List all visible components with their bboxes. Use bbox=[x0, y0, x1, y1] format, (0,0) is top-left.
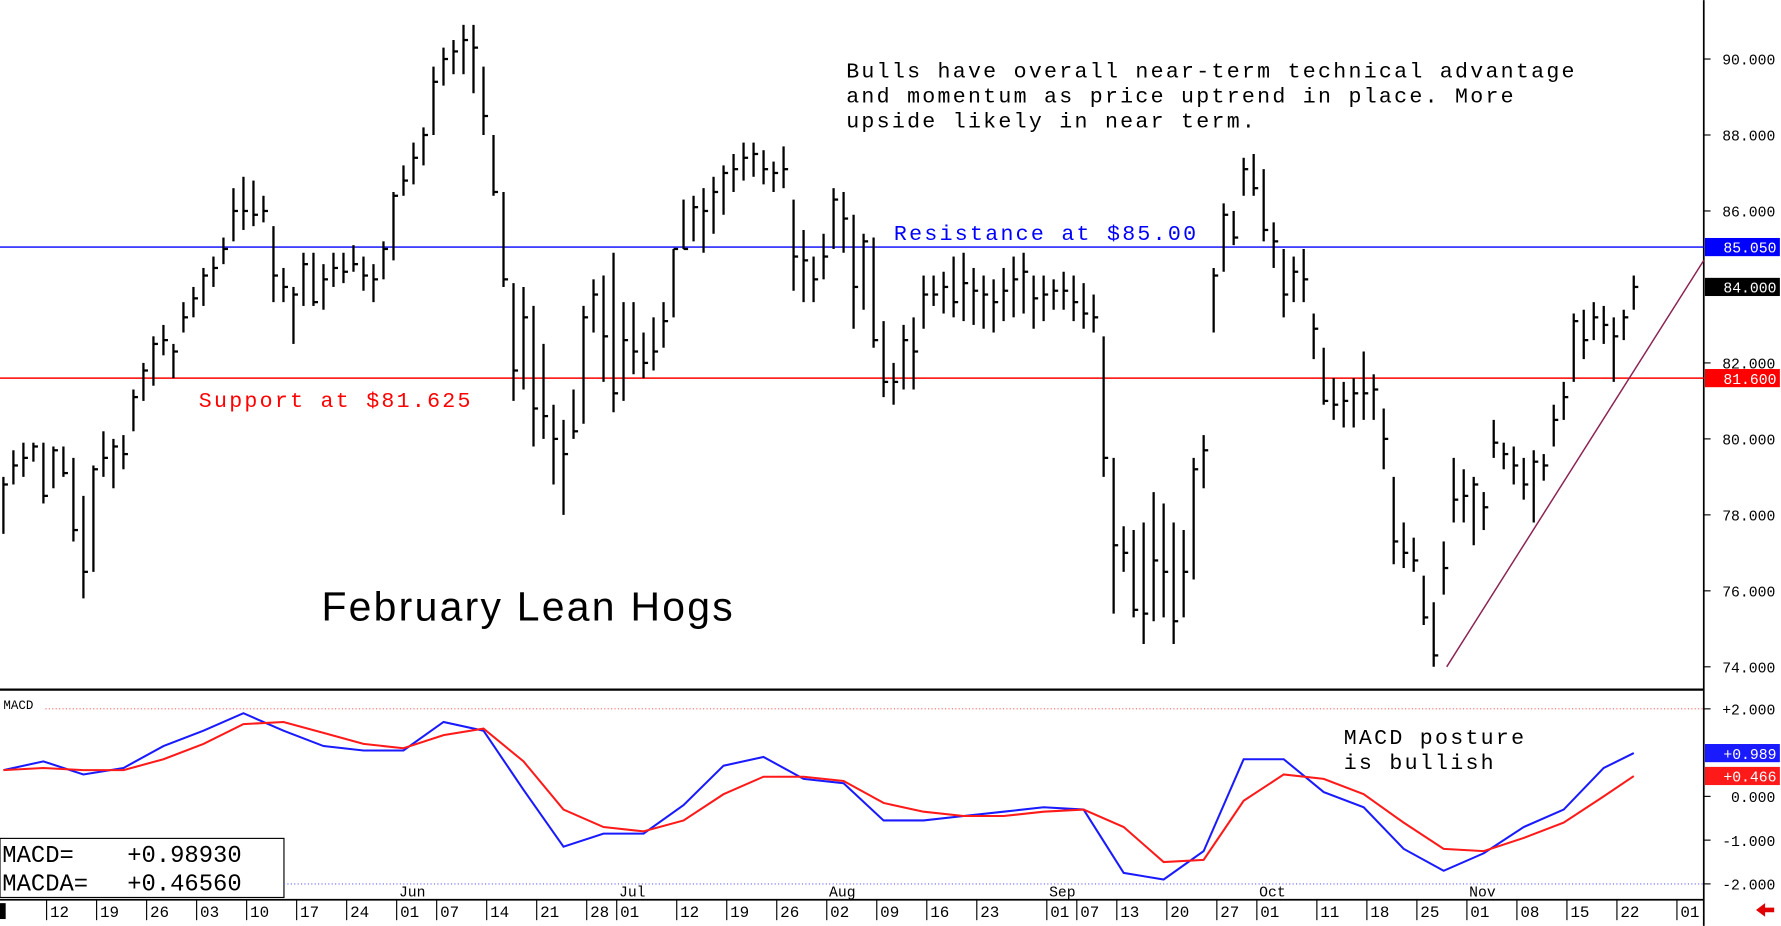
x-tick-label: 01 bbox=[620, 904, 639, 922]
annotation: Bulls have overall near-term technical a… bbox=[846, 60, 1577, 84]
month-label: Jun bbox=[399, 885, 426, 901]
macd-annotation: is bullish bbox=[1344, 752, 1496, 776]
x-tick-label: 25 bbox=[1420, 904, 1439, 922]
x-tick-label: 01 bbox=[400, 904, 419, 922]
x-tick-label: 12 bbox=[680, 904, 699, 922]
x-tick-label: 23 bbox=[980, 904, 999, 922]
chart-title: February Lean Hogs bbox=[321, 583, 735, 629]
x-tick-label: 20 bbox=[1170, 904, 1189, 922]
x-tick-label: 01 bbox=[1260, 904, 1279, 922]
y-tick-label: 78.000 bbox=[1722, 510, 1775, 526]
macd-line bbox=[3, 712, 1635, 881]
month-label: Aug bbox=[829, 885, 856, 901]
scroll-marker bbox=[0, 903, 6, 920]
x-tick-label: 22 bbox=[1620, 904, 1639, 922]
reference-badge: 81.600 bbox=[1723, 373, 1776, 389]
x-tick-label: 09 bbox=[880, 904, 899, 922]
last-price-badge-bg bbox=[1704, 277, 1780, 297]
scroll-arrow[interactable] bbox=[1756, 903, 1775, 917]
x-tick-label: 19 bbox=[100, 904, 119, 922]
x-tick-label: 18 bbox=[1370, 904, 1389, 922]
y-tick-label: 76.000 bbox=[1722, 586, 1775, 602]
macd-badge-bg bbox=[1704, 744, 1780, 763]
reference-badge-bg bbox=[1704, 237, 1780, 257]
y-tick-label: -2.000 bbox=[1722, 879, 1775, 895]
x-tick-label: 16 bbox=[930, 904, 949, 922]
readout-value: +0.46560 bbox=[127, 872, 241, 899]
readout-name: MACDA= bbox=[2, 872, 88, 899]
reference-badge: 85.050 bbox=[1723, 242, 1776, 258]
support-label: Support at $81.625 bbox=[199, 390, 473, 414]
x-tick-label: 07 bbox=[1080, 904, 1099, 922]
x-tick-label: 28 bbox=[590, 904, 609, 922]
x-tick-label: 13 bbox=[1120, 904, 1139, 922]
x-tick-label: 17 bbox=[300, 904, 319, 922]
reference-badge-bg bbox=[1704, 369, 1780, 388]
x-tick-label: 15 bbox=[1570, 904, 1589, 922]
readout-name: MACD= bbox=[2, 843, 74, 870]
month-label: Oct bbox=[1259, 885, 1286, 901]
readout-box bbox=[0, 837, 285, 899]
annotation: and momentum as price uptrend in place. … bbox=[846, 85, 1516, 109]
readout-value: +0.98930 bbox=[127, 843, 241, 870]
x-tick-label: 19 bbox=[730, 904, 749, 922]
x-tick-label: 08 bbox=[1520, 904, 1539, 922]
x-tick-label: 02 bbox=[830, 904, 849, 922]
x-tick-label: 03 bbox=[200, 904, 219, 922]
y-tick-label: 88.000 bbox=[1722, 130, 1775, 146]
x-tick-label: 01 bbox=[1470, 904, 1489, 922]
last-price-badge: 84.000 bbox=[1723, 282, 1776, 298]
macd-badge-bg bbox=[1704, 766, 1780, 786]
x-tick-label: 12 bbox=[50, 904, 69, 922]
x-tick-label: 27 bbox=[1220, 904, 1239, 922]
x-tick-label: 01 bbox=[1680, 904, 1699, 922]
x-tick-label: 07 bbox=[440, 904, 459, 922]
macd-badge: +0.466 bbox=[1723, 771, 1776, 787]
macd-badge: +0.989 bbox=[1723, 748, 1776, 764]
x-tick-label: 14 bbox=[490, 904, 509, 922]
month-label: Sep bbox=[1049, 885, 1076, 901]
y-tick-label: 74.000 bbox=[1722, 661, 1775, 677]
x-tick-label: 01 bbox=[1050, 904, 1069, 922]
y-tick-label: 80.000 bbox=[1722, 434, 1775, 450]
macd-line bbox=[3, 720, 1635, 864]
month-label: Nov bbox=[1469, 885, 1496, 901]
x-tick-label: 10 bbox=[250, 904, 269, 922]
x-tick-label: 24 bbox=[350, 904, 369, 922]
x-tick-label: 26 bbox=[780, 904, 799, 922]
y-tick-label: 86.000 bbox=[1722, 206, 1775, 222]
x-tick-label: 11 bbox=[1320, 904, 1339, 922]
x-tick-label: 21 bbox=[540, 904, 559, 922]
y-tick-label: 90.000 bbox=[1722, 54, 1775, 70]
macd-panel-title: MACD bbox=[3, 699, 33, 713]
y-tick-label: -1.000 bbox=[1722, 835, 1775, 851]
annotation: upside likely in near term. bbox=[846, 110, 1257, 134]
x-tick-label: 26 bbox=[150, 904, 169, 922]
y-tick-label: 0.000 bbox=[1731, 791, 1775, 807]
macd-annotation: MACD posture bbox=[1344, 727, 1527, 751]
y-tick-label: +2.000 bbox=[1722, 704, 1775, 720]
month-label: Jul bbox=[619, 885, 646, 901]
resistance-label: Resistance at $85.00 bbox=[894, 223, 1198, 247]
trendline bbox=[1446, 259, 1705, 668]
